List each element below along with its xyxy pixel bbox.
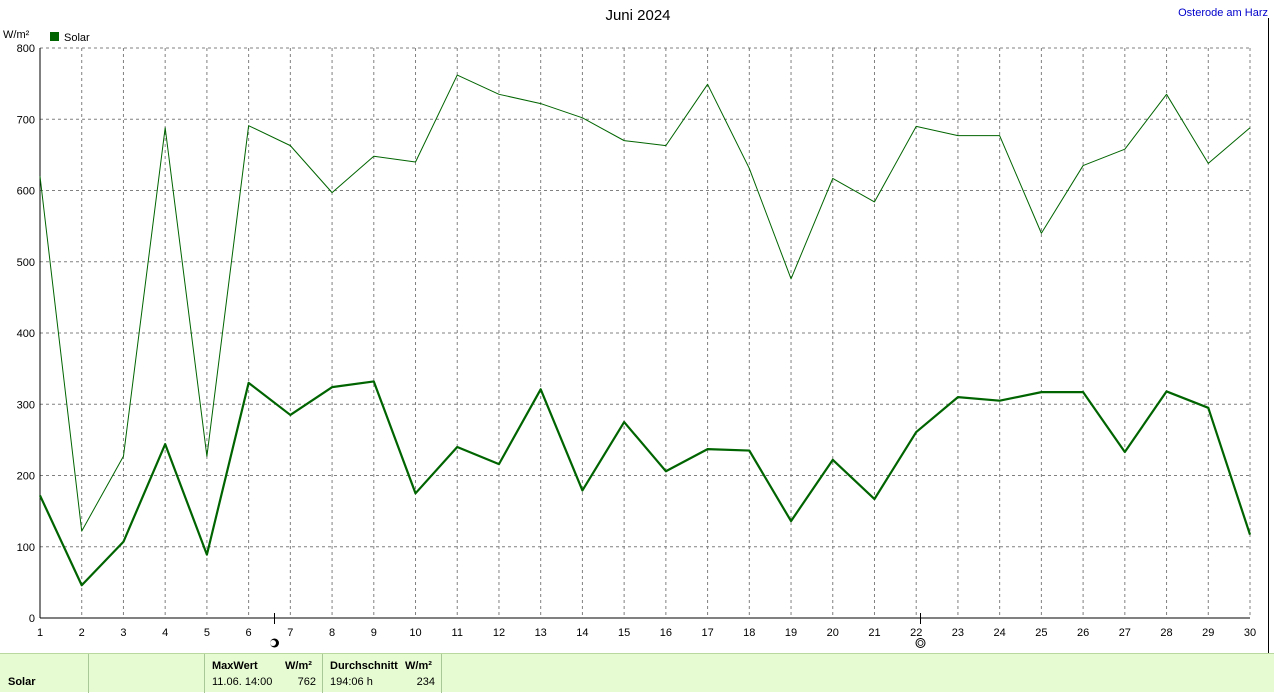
x-tick-label: 17 [701, 627, 713, 639]
footer-series-label: Solar [8, 676, 36, 688]
x-tick-labels: 1 2 3 4 5 6 7 8 9 10 11 12 13 14 15 16 17 18 19 20 21 22 23 24 2… [37, 627, 1256, 639]
x-tick-label: 23 [952, 627, 964, 639]
y-tick-labels: 0 100 200 300 400 500 600 700 800 [17, 43, 35, 625]
x-tick-label: 19 [785, 627, 797, 639]
footer-max-cell: MaxWert W/m² 11.06. 14:00 762 [205, 654, 323, 693]
y-tick-label: 100 [17, 542, 35, 554]
axes [39, 48, 1250, 619]
footer-empty-cell [89, 654, 205, 693]
x-tick-label: 9 [371, 627, 377, 639]
x-tick-label: 3 [120, 627, 126, 639]
x-tick-label: 6 [246, 627, 252, 639]
y-tick-label: 800 [17, 43, 35, 55]
summary-footer: Solar MaxWert W/m² 11.06. 14:00 762 Durc… [0, 653, 1274, 693]
max-value: 762 [297, 676, 316, 688]
x-tick-label: 30 [1244, 627, 1256, 639]
avg-unit: W/m² [405, 660, 432, 672]
x-tick-label: 21 [868, 627, 880, 639]
avg-value: 234 [416, 676, 435, 688]
y-tick-label: 300 [17, 399, 35, 411]
x-tick-label: 25 [1035, 627, 1047, 639]
x-tick-label: 28 [1160, 627, 1172, 639]
x-tick-label: 24 [994, 627, 1006, 639]
x-tick-label: 5 [204, 627, 210, 639]
y-tick-label: 0 [29, 613, 35, 625]
footer-avg-cell: Durchschnitt W/m² 194:06 h 234 [323, 654, 442, 693]
x-tick-label: 2 [79, 627, 85, 639]
y-tick-label: 500 [17, 257, 35, 269]
x-tick-label: 14 [576, 627, 588, 639]
x-tick-label: 27 [1119, 627, 1131, 639]
x-tick-label: 15 [618, 627, 630, 639]
x-tick-label: 20 [827, 627, 839, 639]
location-label: Osterode am Harz [1178, 7, 1268, 19]
moon-markers [270, 613, 926, 648]
right-edge-bar [1268, 18, 1274, 653]
max-unit: W/m² [285, 660, 312, 672]
series-line-max [39, 74, 1251, 532]
avg-duration: 194:06 h [330, 676, 373, 688]
x-tick-label: 7 [287, 627, 293, 639]
x-tick-label: 8 [329, 627, 335, 639]
x-tick-label: 18 [743, 627, 755, 639]
y-tick-label: 700 [17, 114, 35, 126]
x-tick-label: 11 [452, 627, 463, 639]
max-date: 11.06. 14:00 [212, 676, 273, 688]
x-tick-label: 29 [1202, 627, 1214, 639]
new-moon-icon [915, 638, 926, 648]
x-tick-label: 22 [910, 627, 922, 639]
x-tick-label: 26 [1077, 627, 1089, 639]
x-tick-label: 4 [162, 627, 168, 639]
series-lines [39, 74, 1252, 587]
y-tick-label: 400 [17, 328, 35, 340]
y-axis-unit: W/m² [3, 29, 30, 41]
avg-header: Durchschnitt [330, 660, 398, 672]
solar-chart: Juni 2024 Osterode am Harz W/m² Solar 01… [3, 7, 1268, 648]
chart-title: Juni 2024 [605, 7, 670, 24]
max-header: MaxWert [212, 660, 258, 672]
x-tick-label: 13 [535, 627, 547, 639]
legend-swatch [50, 32, 59, 41]
y-tick-label: 200 [17, 471, 35, 483]
footer-series-cell: Solar [0, 654, 89, 693]
x-tick-label: 16 [660, 627, 672, 639]
new-moon-icon-inner [917, 640, 924, 646]
legend-label: Solar [64, 32, 90, 44]
full-moon-icon-inner [270, 640, 276, 646]
x-tick-label: 12 [493, 627, 505, 639]
grid [40, 47, 1251, 618]
x-tick-label: 1 [37, 627, 43, 639]
x-tick-label: 10 [409, 627, 421, 639]
y-tick-label: 600 [17, 186, 35, 198]
series-line-average [39, 380, 1252, 587]
